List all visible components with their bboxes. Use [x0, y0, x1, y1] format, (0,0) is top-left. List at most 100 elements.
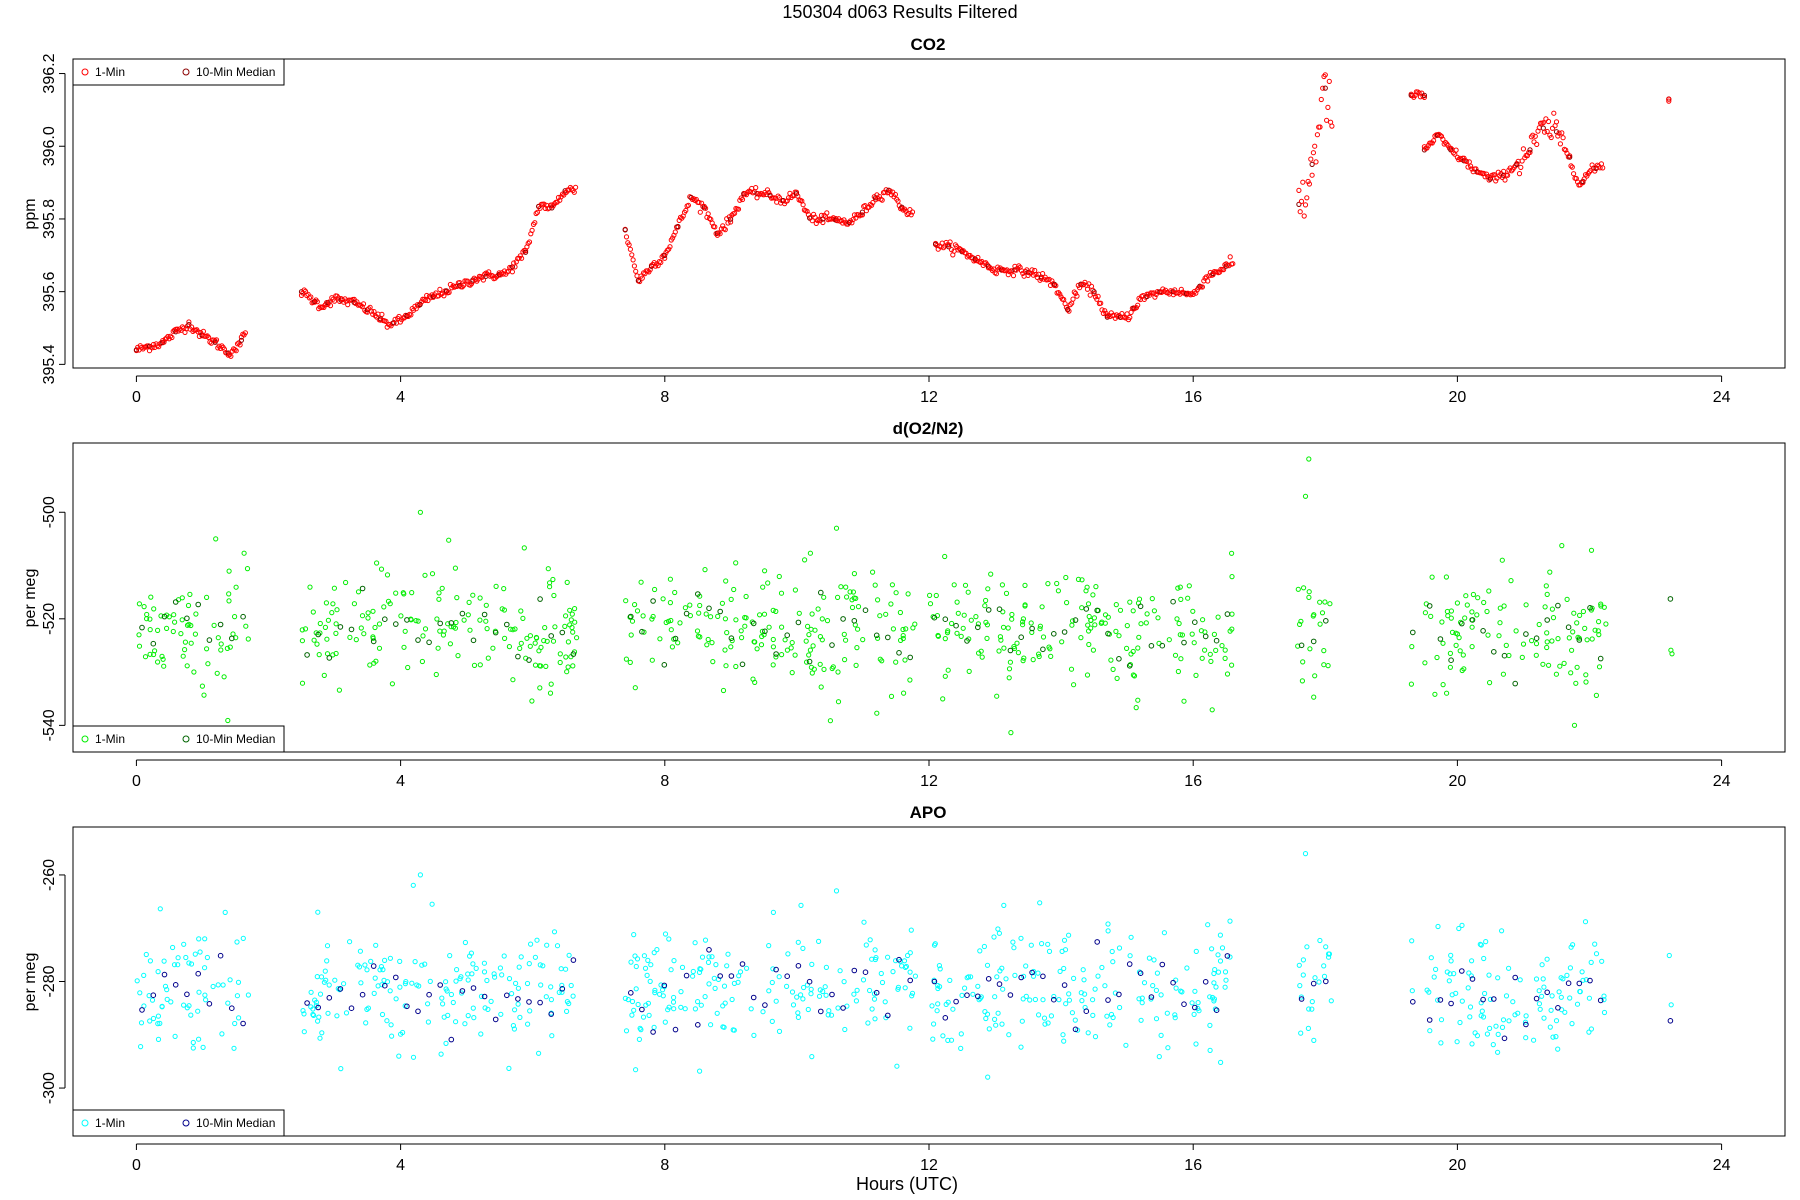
data-point [233, 584, 239, 590]
data-point [805, 623, 811, 630]
data-point [419, 658, 425, 665]
data-point [1456, 635, 1462, 641]
median-point [773, 966, 779, 973]
median-point [1051, 631, 1057, 637]
data-point [1317, 621, 1323, 627]
data-point [410, 1054, 417, 1060]
data-point [1544, 639, 1550, 645]
data-point [902, 985, 908, 991]
median-point [1029, 625, 1035, 632]
data-point [1069, 1010, 1076, 1016]
median-point [537, 999, 543, 1006]
data-point [927, 601, 934, 607]
data-point [1195, 1000, 1201, 1006]
data-point [412, 959, 418, 965]
data-point [384, 572, 391, 578]
data-point [1468, 973, 1474, 979]
data-point [1550, 1034, 1556, 1040]
data-point [670, 999, 677, 1005]
data-point [325, 617, 331, 623]
data-point [853, 662, 859, 669]
median-point [382, 616, 388, 623]
data-point [633, 986, 639, 992]
data-point [838, 584, 844, 590]
data-point [170, 628, 176, 635]
legend-box [72, 58, 285, 86]
legend: 1-Min 10-Min Median [72, 58, 285, 86]
data-point [453, 619, 459, 626]
data-point [1109, 948, 1115, 955]
data-point [172, 619, 178, 625]
data-point [425, 297, 431, 304]
data-point [1534, 141, 1540, 147]
data-point [319, 1030, 325, 1036]
plot-frame [72, 442, 1786, 753]
data-point [860, 977, 867, 983]
data-point [991, 934, 997, 940]
data-point [147, 616, 153, 622]
data-point [1156, 1054, 1162, 1060]
data-point [361, 631, 367, 637]
median-point [622, 227, 628, 233]
median-point [1051, 281, 1058, 287]
median-point [1159, 961, 1166, 968]
data-point [833, 525, 840, 531]
data-point [1601, 1009, 1608, 1016]
data-point [1048, 1013, 1055, 1019]
data-point [1444, 690, 1450, 696]
median-point [1480, 628, 1486, 634]
median-point [728, 635, 735, 642]
data-point [160, 656, 166, 662]
data-point [299, 638, 305, 644]
legend: 1-Min 10-Min Median [72, 1109, 285, 1137]
median-point [240, 613, 246, 620]
data-point [769, 979, 775, 986]
data-point [1001, 645, 1007, 651]
data-point [1465, 164, 1471, 170]
data-point [1176, 620, 1182, 627]
data-point [738, 628, 744, 634]
data-point [1066, 308, 1072, 314]
median-point [315, 1004, 322, 1011]
data-point [1071, 682, 1077, 688]
data-point [544, 942, 550, 948]
data-point [538, 982, 544, 988]
data-point [1556, 989, 1562, 995]
median-point [217, 952, 224, 959]
data-point [999, 965, 1005, 971]
data-point [821, 666, 827, 673]
median-point [1322, 85, 1328, 91]
data-point [204, 594, 210, 601]
legend-label: 10-Min Median [196, 1116, 275, 1130]
data-point [1300, 659, 1306, 665]
data-point [151, 606, 157, 612]
data-point [237, 342, 243, 348]
data-point [942, 636, 948, 642]
data-point [1105, 614, 1111, 620]
data-point [698, 1002, 704, 1008]
data-point [1562, 1009, 1568, 1015]
data-point [1314, 132, 1321, 138]
data-point [343, 1010, 350, 1016]
median-point [1223, 263, 1229, 269]
data-point [1464, 602, 1470, 608]
data-point [623, 598, 629, 604]
median-point [675, 223, 681, 230]
data-point [224, 645, 230, 652]
data-point [697, 966, 703, 972]
data-point [1454, 1039, 1460, 1045]
data-point [299, 680, 306, 686]
data-point [1501, 603, 1507, 609]
data-point [899, 963, 905, 969]
legend-box [72, 1109, 285, 1137]
data-point [345, 302, 351, 308]
data-point [1465, 985, 1471, 991]
data-point [711, 975, 717, 981]
data-point [465, 977, 471, 983]
data-point [196, 936, 202, 942]
data-point [379, 311, 385, 317]
data-point [1326, 954, 1332, 960]
data-point [1497, 605, 1503, 611]
data-point [885, 954, 891, 960]
median-point [161, 613, 168, 620]
